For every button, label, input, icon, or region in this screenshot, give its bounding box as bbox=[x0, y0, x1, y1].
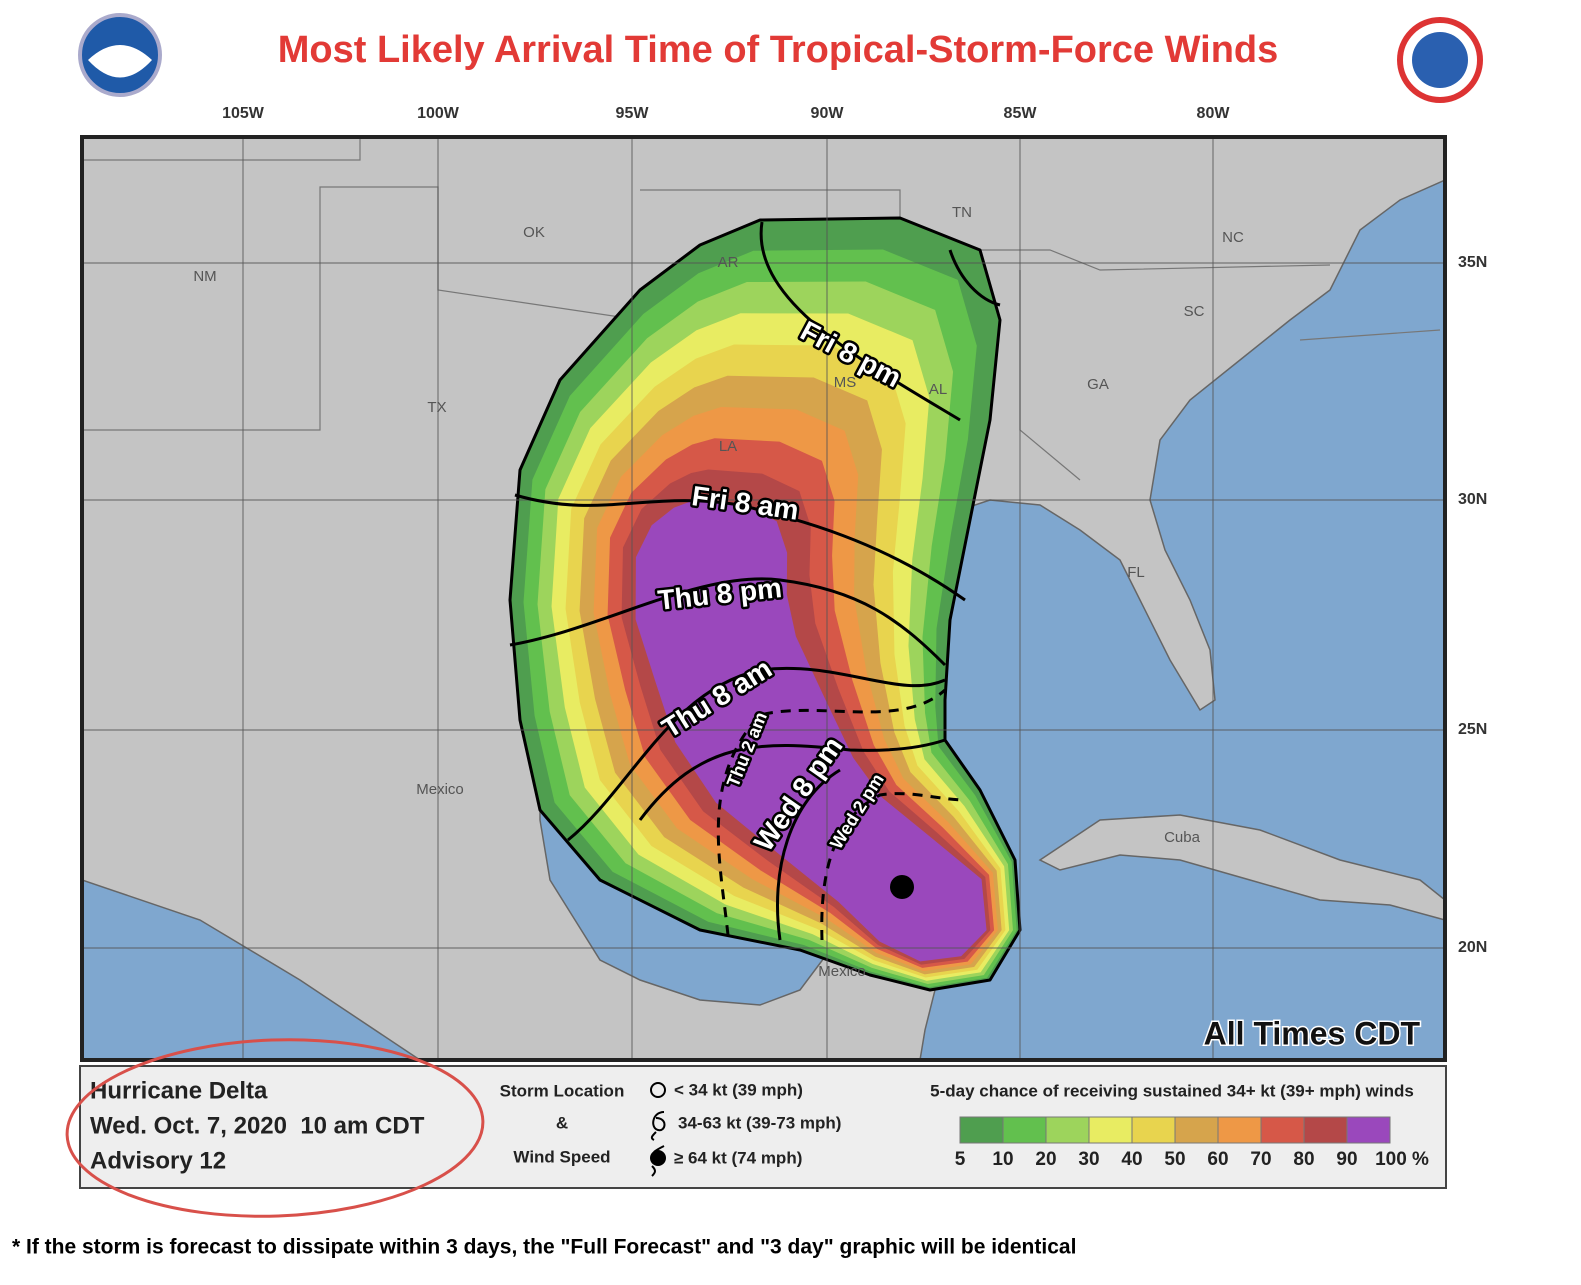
longitude-label: 105W bbox=[222, 105, 265, 122]
noaa-logo-bird bbox=[88, 45, 152, 78]
title: Most Likely Arrival Time of Tropical-Sto… bbox=[278, 29, 1279, 71]
time-zone-note: All Times CDT bbox=[1204, 1015, 1421, 1051]
place-label: TN bbox=[952, 204, 972, 221]
scale-label: 40 bbox=[1121, 1149, 1142, 1170]
scale-label: 100 % bbox=[1375, 1149, 1429, 1170]
longitude-label: 85W bbox=[1004, 105, 1038, 122]
probability-cone bbox=[508, 216, 1022, 992]
longitude-label: 100W bbox=[417, 105, 460, 122]
scale-label: 70 bbox=[1250, 1149, 1271, 1170]
place-label: MS bbox=[834, 374, 857, 391]
place-label: Mexico bbox=[818, 963, 866, 980]
graticule bbox=[82, 137, 1445, 1060]
time-line bbox=[567, 666, 946, 842]
symbol-label: ≥ 64 kt (74 mph) bbox=[674, 1148, 802, 1167]
advisory: Advisory 12 bbox=[90, 1147, 226, 1174]
time-line bbox=[948, 249, 1001, 307]
time-line bbox=[820, 792, 966, 941]
place-label: TX bbox=[427, 399, 446, 416]
scale-swatch bbox=[1303, 1116, 1348, 1144]
place-label: NC bbox=[1222, 229, 1244, 246]
symbol-title: & bbox=[556, 1113, 568, 1132]
latitude-label: 30N bbox=[1458, 491, 1487, 508]
annotation-circle bbox=[65, 1038, 485, 1218]
place-label: LA bbox=[719, 438, 737, 455]
scale-swatch bbox=[1002, 1116, 1047, 1144]
place-label: SC bbox=[1184, 303, 1205, 320]
symbol-weak bbox=[650, 1082, 666, 1098]
probability-band bbox=[635, 500, 987, 962]
place-label: GA bbox=[1087, 376, 1109, 393]
place-label: Mexico bbox=[416, 781, 464, 798]
symbol-title: Storm Location bbox=[500, 1081, 625, 1100]
storm-position bbox=[890, 875, 914, 899]
time-lines bbox=[509, 221, 1001, 941]
longitude-label: 80W bbox=[1197, 105, 1231, 122]
scale-swatch bbox=[1260, 1116, 1305, 1144]
time-line bbox=[638, 738, 946, 821]
latitude-label: 25N bbox=[1458, 721, 1487, 738]
scale-label: 30 bbox=[1078, 1149, 1099, 1170]
longitude-label: 95W bbox=[616, 105, 650, 122]
latitude-label: 35N bbox=[1458, 254, 1487, 271]
time-line bbox=[716, 688, 946, 936]
symbol-hurricane bbox=[650, 1150, 666, 1166]
place-label: NM bbox=[193, 268, 216, 285]
map-frame bbox=[80, 135, 1447, 1062]
scale-swatch bbox=[1088, 1116, 1133, 1144]
nws-logo-center bbox=[1412, 32, 1468, 88]
symbol-label: < 34 kt (39 mph) bbox=[674, 1080, 803, 1099]
storm-name: Hurricane Delta bbox=[90, 1077, 268, 1104]
place-label: AL bbox=[929, 381, 947, 398]
scale-label: 10 bbox=[992, 1149, 1013, 1170]
scale-swatch bbox=[1045, 1116, 1090, 1144]
symbol-tropical-storm bbox=[650, 1111, 666, 1141]
scale-swatch bbox=[1217, 1116, 1262, 1144]
scale-label: 5 bbox=[955, 1149, 966, 1170]
scale-swatch bbox=[959, 1116, 1004, 1144]
place-label: Cuba bbox=[1164, 829, 1201, 846]
time-line bbox=[776, 768, 841, 941]
time-line bbox=[509, 577, 947, 667]
scale-label: 20 bbox=[1035, 1149, 1056, 1170]
footnote: * If the storm is forecast to dissipate … bbox=[12, 1236, 1076, 1259]
symbol-label: 34-63 kt (39-73 mph) bbox=[678, 1113, 841, 1132]
map bbox=[80, 135, 1447, 1062]
scale-label: 50 bbox=[1164, 1149, 1185, 1170]
time-line bbox=[759, 221, 961, 422]
place-label: AR bbox=[718, 254, 739, 271]
scale-label: 60 bbox=[1207, 1149, 1228, 1170]
scale-label: 80 bbox=[1293, 1149, 1314, 1170]
scale-swatch bbox=[1131, 1116, 1176, 1144]
scale-label: 90 bbox=[1336, 1149, 1357, 1170]
symbol-hurricane-tail bbox=[651, 1145, 665, 1177]
issued-time: Wed. Oct. 7, 2020 10 am CDT bbox=[90, 1112, 425, 1139]
scale-swatch bbox=[1174, 1116, 1219, 1144]
latitude-label: 20N bbox=[1458, 939, 1487, 956]
time-line bbox=[514, 493, 966, 602]
symbol-title: Wind Speed bbox=[513, 1147, 610, 1166]
color-scale: 5 10 20 30 40 50 60 70 80 90 100 % bbox=[955, 1116, 1429, 1170]
place-label: FL bbox=[1127, 564, 1145, 581]
longitude-label: 90W bbox=[811, 105, 845, 122]
place-label: OK bbox=[523, 224, 545, 241]
scale-title: 5-day chance of receiving sustained 34+ … bbox=[930, 1081, 1414, 1100]
scale-swatch bbox=[1346, 1116, 1391, 1144]
